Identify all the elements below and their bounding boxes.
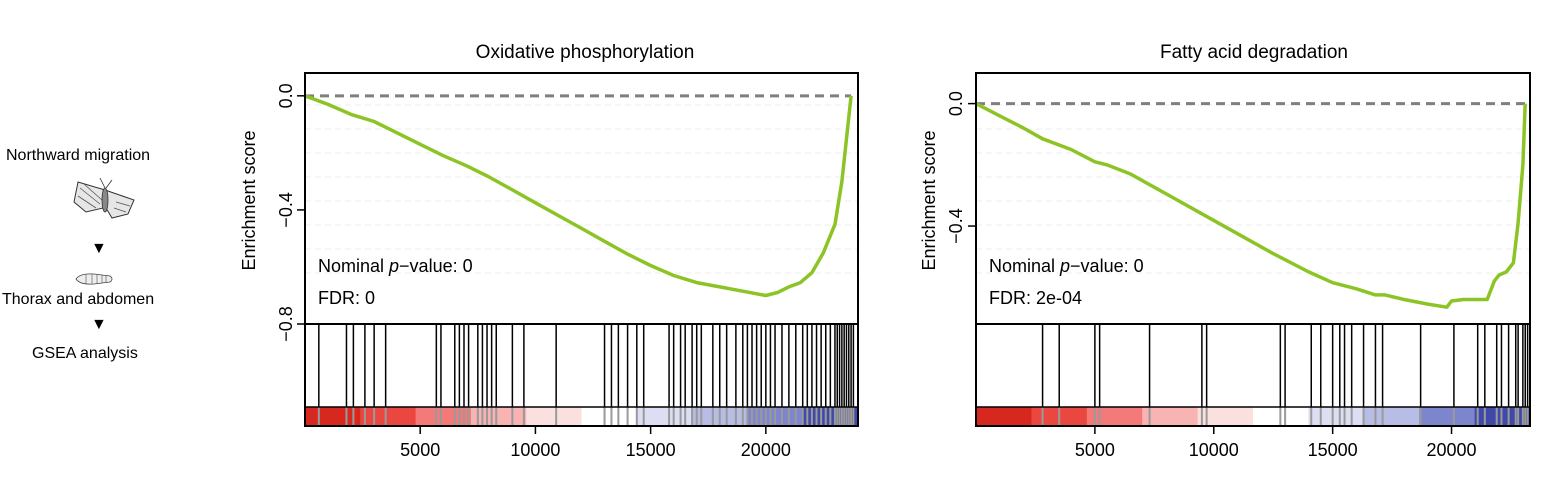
y-axis-label: Enrichment score	[919, 130, 939, 270]
x-tick-label: 10000	[1189, 440, 1239, 460]
plot-frame	[975, 72, 1531, 325]
workflow-arrow-1: ▼	[91, 240, 107, 257]
heat-cell	[360, 407, 417, 426]
gsea-panel-2: Fatty acid degradation Enrichment score 0.…	[919, 42, 1531, 460]
workflow-step-gsea: GSEA analysis	[32, 345, 138, 362]
y-tick-label: 0.0	[946, 91, 966, 116]
heat-cell	[581, 407, 638, 426]
workflow-step-thorax: Thorax and abdomen	[2, 291, 155, 308]
chart-title: Oxidative phosphorylation	[476, 42, 695, 63]
fdr-annotation: FDR: 0	[318, 288, 375, 308]
hits-frame	[975, 323, 1531, 427]
pvalue-annotation: Nominal p−value: 0	[989, 256, 1144, 276]
x-tick-label: 20000	[741, 440, 791, 460]
x-tick-label: 15000	[1308, 440, 1358, 460]
heat-cell	[1419, 407, 1476, 426]
plot-frame	[304, 72, 859, 325]
workflow-arrow-2: ▼	[91, 316, 107, 333]
thorax-abdomen-icon	[75, 273, 113, 285]
heat-cell	[976, 407, 1032, 426]
x-tick-label: 10000	[510, 440, 560, 460]
heat-cell	[415, 407, 472, 426]
heat-cell	[1086, 407, 1143, 426]
fdr-annotation: FDR: 2e-04	[989, 288, 1082, 308]
hits-frame	[304, 323, 859, 427]
pvalue-annotation: Nominal p−value: 0	[318, 256, 473, 276]
workflow-step-migration: Northward migration	[6, 147, 151, 164]
y-tick-label: −0.8	[276, 306, 296, 342]
heat-cell	[1363, 407, 1420, 426]
y-tick-label: −0.4	[946, 208, 966, 244]
x-tick-label: 5000	[1075, 440, 1115, 460]
heat-cell	[636, 407, 693, 426]
heat-cell	[470, 407, 527, 426]
enrichment-curve	[304, 94, 853, 298]
heat-cell	[1142, 407, 1199, 426]
x-tick-label: 15000	[626, 440, 676, 460]
y-axis-label: Enrichment score	[239, 130, 259, 270]
y-tick-label: −0.4	[276, 192, 296, 228]
x-tick-label: 5000	[400, 440, 440, 460]
y-tick-label: 0.0	[276, 83, 296, 108]
heat-cell	[1308, 407, 1365, 426]
x-tick-label: 20000	[1427, 440, 1477, 460]
moth-icon	[73, 178, 135, 219]
chart-title: Fatty acid degradation	[1160, 42, 1348, 63]
gsea-panel-1: Oxidative phosphorylation Enrichment scor…	[239, 42, 859, 460]
heat-cell	[526, 407, 583, 426]
enrichment-curve	[975, 102, 1527, 309]
heat-cell	[1197, 407, 1254, 426]
